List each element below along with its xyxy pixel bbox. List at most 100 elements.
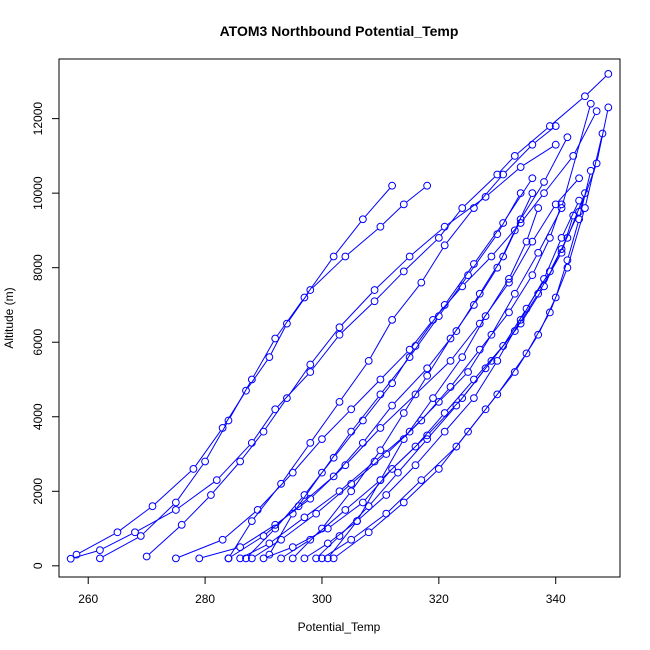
series-18 bbox=[224, 122, 560, 563]
data-point bbox=[242, 554, 250, 563]
data-point bbox=[148, 502, 157, 511]
data-point bbox=[399, 267, 408, 276]
series-segment bbox=[294, 475, 321, 511]
series-segment bbox=[557, 180, 577, 202]
data-point bbox=[300, 293, 309, 302]
series-segment bbox=[74, 550, 97, 559]
series-segment bbox=[102, 533, 132, 549]
series-segment bbox=[288, 367, 309, 396]
x-axis-label: Potential_Temp bbox=[298, 620, 381, 634]
data-point bbox=[405, 427, 414, 436]
series-17 bbox=[329, 129, 607, 563]
series-segment bbox=[253, 412, 274, 441]
data-point bbox=[592, 159, 601, 168]
series-segment bbox=[440, 434, 467, 467]
data-point bbox=[312, 509, 321, 518]
series-segment bbox=[323, 434, 350, 470]
data-point bbox=[493, 170, 502, 179]
data-point bbox=[440, 222, 449, 231]
series-8 bbox=[236, 99, 595, 563]
series-segment bbox=[206, 423, 228, 459]
series-segment bbox=[382, 206, 402, 225]
series-segment bbox=[475, 363, 496, 396]
data-point bbox=[247, 554, 256, 563]
series-segment bbox=[469, 236, 496, 273]
series-segment bbox=[533, 207, 555, 239]
data-point bbox=[265, 550, 274, 559]
series-segment bbox=[434, 359, 461, 396]
series-segment bbox=[149, 526, 180, 555]
data-point bbox=[429, 394, 437, 403]
series-segment bbox=[283, 541, 308, 557]
series-segment bbox=[154, 471, 192, 505]
data-point bbox=[376, 424, 385, 432]
data-point bbox=[510, 289, 519, 298]
series-segment bbox=[552, 98, 583, 125]
series-segment bbox=[341, 363, 367, 400]
x-tick-label: 320 bbox=[429, 592, 449, 606]
series-segment bbox=[463, 319, 485, 355]
series-segment bbox=[498, 196, 520, 232]
data-point bbox=[458, 353, 467, 362]
series-segment bbox=[522, 195, 543, 221]
data-point bbox=[288, 509, 297, 518]
data-point bbox=[446, 383, 455, 391]
series-segment bbox=[137, 511, 173, 531]
data-point bbox=[499, 252, 508, 261]
data-point bbox=[142, 552, 151, 561]
y-axis-label: Altitude (m) bbox=[2, 287, 16, 348]
series-segment bbox=[487, 281, 508, 314]
series-segment bbox=[522, 289, 543, 321]
series-3 bbox=[96, 181, 396, 563]
data-point bbox=[470, 204, 478, 212]
series-segment bbox=[458, 370, 484, 403]
data-point bbox=[487, 356, 496, 365]
data-point bbox=[551, 122, 560, 130]
series-16 bbox=[323, 204, 543, 563]
data-point bbox=[551, 200, 560, 209]
series-segment bbox=[488, 169, 519, 195]
series-segment bbox=[428, 341, 449, 373]
series-segment bbox=[545, 140, 567, 179]
data-point bbox=[370, 286, 379, 294]
series-segment bbox=[253, 341, 274, 377]
series-segment bbox=[411, 322, 432, 348]
data-point bbox=[534, 204, 543, 212]
y-axis: 0 2000 4000 6000 8000 10000 12000 bbox=[31, 102, 60, 569]
series-segment bbox=[440, 277, 467, 314]
data-point bbox=[505, 274, 513, 283]
series-segment bbox=[218, 445, 250, 478]
series-segment bbox=[505, 147, 531, 173]
data-point bbox=[364, 356, 373, 365]
series-segment bbox=[282, 445, 309, 482]
x-tick-label: 260 bbox=[78, 592, 98, 606]
data-point bbox=[341, 506, 350, 514]
data-point bbox=[212, 476, 221, 485]
data-point bbox=[499, 342, 508, 350]
y-tick-label: 2000 bbox=[31, 478, 45, 505]
data-point bbox=[364, 528, 373, 537]
data-point bbox=[358, 438, 367, 447]
series-segment bbox=[446, 210, 473, 243]
data-point bbox=[271, 334, 280, 343]
data-point bbox=[259, 427, 268, 436]
data-point bbox=[522, 349, 531, 358]
x-axis: 260 280 300 320 340 bbox=[78, 576, 566, 606]
series-segment bbox=[324, 411, 349, 437]
series-segment bbox=[324, 541, 349, 557]
data-point bbox=[604, 70, 613, 78]
series-segment bbox=[481, 315, 508, 348]
series-segment bbox=[452, 307, 473, 336]
data-point bbox=[376, 375, 385, 384]
data-point bbox=[516, 219, 525, 227]
data-point bbox=[493, 356, 502, 365]
series-segment bbox=[539, 255, 561, 291]
series-segment bbox=[545, 241, 561, 276]
data-point bbox=[417, 416, 426, 425]
data-point bbox=[411, 461, 420, 470]
series-segment bbox=[288, 292, 309, 321]
series-segment bbox=[516, 255, 537, 291]
series-segment bbox=[388, 467, 414, 493]
series-segment bbox=[231, 537, 261, 557]
series-segment bbox=[381, 442, 403, 478]
